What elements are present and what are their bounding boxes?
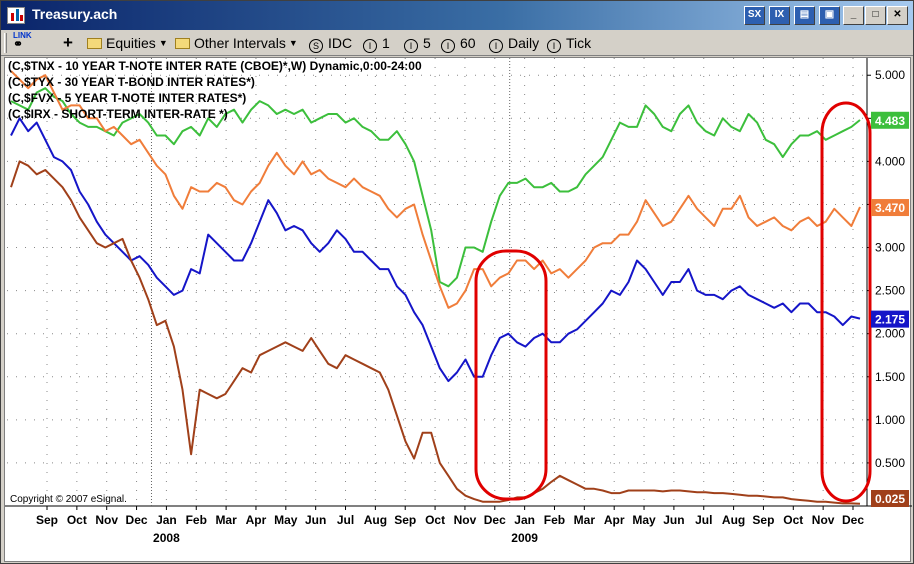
interval-5-label: 5 [423, 35, 431, 51]
x-tick-label: Aug [364, 513, 387, 527]
highlight-oval [820, 101, 872, 503]
other-intervals-menu[interactable]: Other Intervals ▼ [175, 34, 298, 52]
minimize-button[interactable]: _ [843, 6, 864, 25]
x-tick-label: Feb [186, 513, 207, 527]
x-tick-label: May [274, 513, 298, 527]
series-line [10, 160, 861, 505]
highlight-oval [474, 249, 548, 501]
maximize-button[interactable]: □ [865, 6, 886, 25]
treasury-chart[interactable]: 5.0004.5004.0003.5003.0002.5002.0001.500… [5, 58, 912, 563]
y-tick-label: 2.500 [875, 284, 905, 298]
last-value-badge [871, 310, 909, 328]
legend-line: (C,$TNX - 10 YEAR T-NOTE INTER RATE (CBO… [8, 59, 422, 73]
x-tick-label: Jun [663, 513, 684, 527]
last-value-label: 0.025 [875, 492, 905, 506]
last-value-label: 3.470 [875, 201, 905, 215]
toolbar: LINK ⚭ + Equities ▼ Other Intervals ▼ S IDC … [1, 30, 913, 56]
other-intervals-label: Other Intervals [194, 35, 286, 51]
series-line [10, 87, 861, 288]
x-tick-label: Jun [305, 513, 326, 527]
legend-line: (C,$IRX - SHORT-TERM INTER-RATE *) [8, 107, 228, 121]
x-tick-label: Oct [783, 513, 803, 527]
interval-60-label: 60 [460, 35, 476, 51]
year-label: 2009 [511, 531, 538, 545]
x-tick-label: Dec [842, 513, 864, 527]
legend-line: (C,$TYX - 30 YEAR T-BOND INTER RATES*) [8, 75, 255, 89]
x-tick-label: Nov [812, 513, 835, 527]
series-line [10, 117, 861, 383]
window-list-icon[interactable]: ▤ [794, 6, 815, 25]
ix-button[interactable]: IX [769, 6, 790, 25]
idc-button[interactable]: S IDC [309, 34, 353, 53]
i-circle-icon: I [441, 39, 455, 53]
link-label: LINK [13, 31, 32, 40]
window-title: Treasury.ach [32, 6, 118, 22]
last-value-badge [871, 111, 909, 129]
y-tick-label: 3.000 [875, 241, 905, 255]
x-tick-label: Jan [156, 513, 177, 527]
add-button[interactable]: + [63, 33, 73, 52]
chart-app-icon [7, 7, 25, 24]
tile-icon[interactable]: ▣ [819, 6, 840, 25]
i-circle-icon: I [404, 39, 418, 53]
y-tick-label: 1.000 [875, 413, 905, 427]
x-tick-label: Nov [95, 513, 118, 527]
link-icon[interactable]: LINK ⚭ [13, 31, 32, 51]
x-tick-label: Dec [126, 513, 148, 527]
tick-button[interactable]: I Tick [547, 34, 592, 53]
x-tick-label: Oct [67, 513, 87, 527]
i-circle-icon: I [363, 39, 377, 53]
equities-menu[interactable]: Equities ▼ [87, 34, 168, 52]
i-circle-icon: I [547, 39, 561, 53]
sx-button[interactable]: SX [744, 6, 765, 25]
daily-button[interactable]: I Daily [489, 34, 540, 53]
legend-line: (C,$FVX - 5 YEAR T-NOTE INTER RATES*) [8, 91, 246, 105]
i-circle-icon: I [489, 39, 503, 53]
folder-icon [87, 38, 102, 49]
x-tick-label: Dec [484, 513, 506, 527]
interval-1-label: 1 [382, 35, 390, 51]
interval-60-button[interactable]: I 60 [441, 34, 476, 53]
idc-label: IDC [328, 35, 353, 51]
toolbar-grip[interactable] [4, 33, 7, 53]
x-tick-label: Aug [722, 513, 745, 527]
y-tick-label: 2.000 [875, 327, 905, 341]
y-tick-label: 5.000 [875, 68, 905, 82]
tick-label: Tick [566, 35, 592, 51]
x-tick-label: Jan [514, 513, 535, 527]
x-tick-label: May [632, 513, 656, 527]
x-tick-label: Jul [337, 513, 354, 527]
last-value-badge [871, 199, 909, 217]
x-tick-label: Jul [695, 513, 712, 527]
chart-area[interactable]: 5.0004.5004.0003.5003.0002.5002.0001.500… [4, 57, 912, 563]
x-tick-label: Feb [544, 513, 565, 527]
daily-label: Daily [508, 35, 540, 51]
x-tick-label: Sep [394, 513, 416, 527]
x-tick-label: Sep [36, 513, 58, 527]
x-tick-label: Nov [454, 513, 477, 527]
last-value-label: 4.483 [875, 114, 905, 128]
last-value-label: 2.175 [875, 313, 905, 327]
x-tick-label: Mar [574, 513, 596, 527]
x-tick-label: Mar [215, 513, 237, 527]
copyright-text: Copyright © 2007 eSignal. [10, 494, 127, 505]
x-tick-label: Sep [752, 513, 774, 527]
last-value-badge [871, 490, 909, 507]
close-button[interactable]: ✕ [887, 6, 908, 25]
title-bar[interactable]: Treasury.ach SX IX ▤ ▣ _ □ ✕ [1, 1, 913, 30]
y-tick-label: 0.500 [875, 456, 905, 470]
equities-label: Equities [106, 35, 156, 51]
y-tick-label: 1.500 [875, 370, 905, 384]
s-circle-icon: S [309, 39, 323, 53]
x-tick-label: Oct [425, 513, 445, 527]
x-tick-label: Apr [604, 513, 625, 527]
y-tick-label: 4.000 [875, 154, 905, 168]
year-label: 2008 [153, 531, 180, 545]
folder-icon [175, 38, 190, 49]
x-tick-label: Apr [246, 513, 267, 527]
series-line [10, 70, 861, 309]
